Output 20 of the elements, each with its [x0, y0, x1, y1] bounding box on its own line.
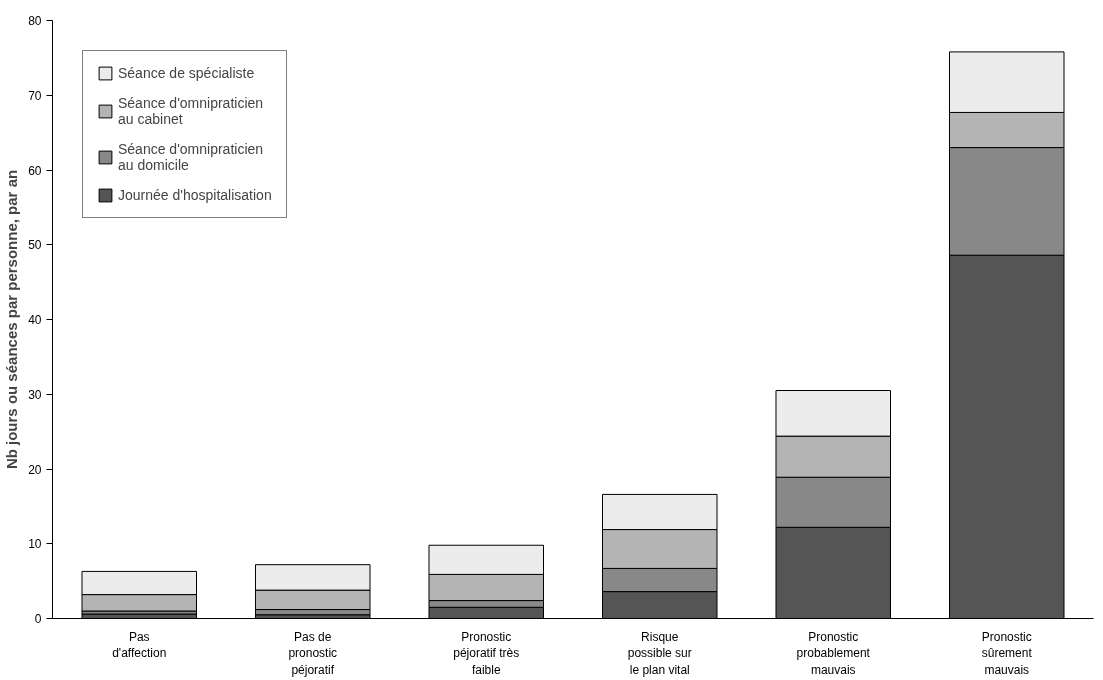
y-tick-label: 80 — [28, 14, 42, 28]
x-tick-label: Pronostic sûrement mauvais — [981, 629, 1033, 678]
legend-label: Journée d'hospitalisation — [118, 187, 272, 203]
y-tick-label: 0 — [34, 612, 42, 626]
x-tick-label: Risque possible sur le plan vital — [627, 629, 692, 678]
y-tick-label: 10 — [28, 537, 42, 552]
legend-label: Séance d'omnipraticien au domicile — [118, 141, 264, 173]
y-tick-label: 70 — [28, 88, 42, 103]
x-tick-label: Pronostic péjoratif très faible — [453, 629, 520, 678]
legend-label: Séance de spécialiste — [118, 65, 255, 81]
y-tick-label: 30 — [28, 387, 42, 402]
y-tick-label: 40 — [28, 313, 42, 327]
y-tick-label: 20 — [28, 462, 42, 477]
x-tick-label: Pronostic probablement mauvais — [796, 629, 871, 678]
y-tick-label: 60 — [28, 163, 42, 178]
y-tick-label: 50 — [28, 238, 42, 253]
x-tick-label: Pas de pronostic péjoratif — [288, 629, 338, 678]
x-tick-label: Pas d'affection — [112, 629, 167, 661]
y-axis-title: Nb jours ou séances par personne, par an — [3, 169, 21, 470]
legend-label: Séance d'omnipraticien au cabinet — [118, 95, 264, 127]
